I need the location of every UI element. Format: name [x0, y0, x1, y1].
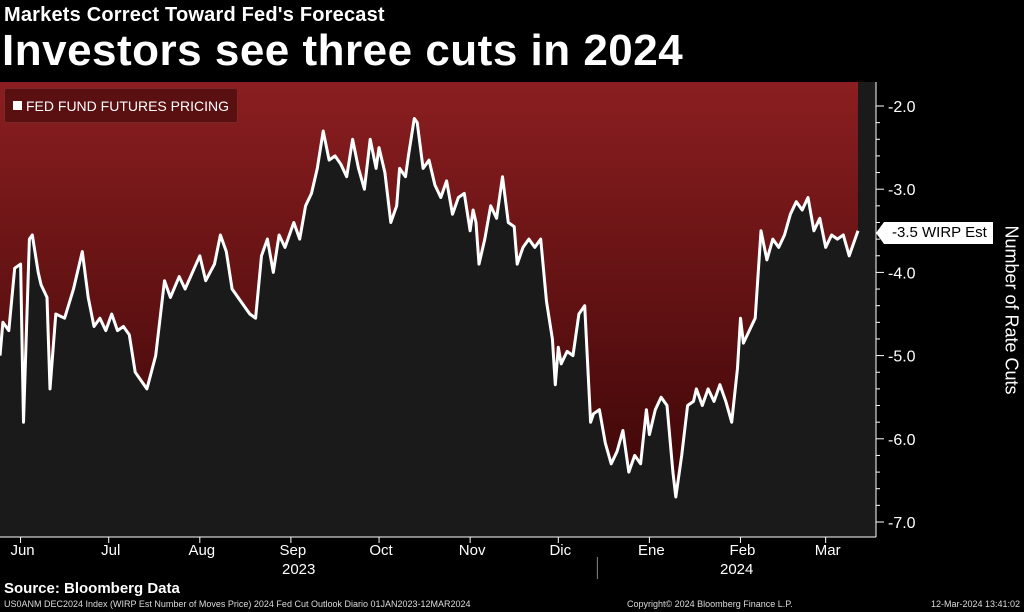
chart-title: Investors see three cuts in 2024	[2, 26, 684, 75]
x-tick-label: Feb	[730, 542, 756, 559]
source-note: Source: Bloomberg Data	[4, 580, 180, 597]
x-year-label: 2023	[282, 561, 315, 578]
last-value-label: -3.5 WIRP Est	[876, 222, 993, 244]
y-axis-title: Number of Rate Cuts	[1001, 225, 1022, 395]
x-tick-label: Oct	[369, 542, 393, 559]
x-year-label: 2024	[720, 561, 753, 578]
y-tick-label: -6.0	[888, 432, 916, 449]
legend: FED FUND FUTURES PRICING	[4, 88, 238, 123]
area-fill-above-line	[0, 82, 858, 497]
y-axis: -2.0 -3.0 -4.0 -5.0 -6.0 -7.0	[875, 82, 916, 537]
y-tick-label: -2.0	[888, 99, 916, 116]
footer-copyright: Copyright© 2024 Bloomberg Finance L.P.	[627, 599, 793, 609]
x-tick-label: Jun	[10, 542, 34, 559]
x-tick-label: Ene	[638, 542, 665, 559]
chart-subtitle: Markets Correct Toward Fed's Forecast	[4, 4, 385, 26]
x-tick-label: Aug	[188, 542, 215, 559]
x-tick-label: Sep	[280, 542, 307, 559]
footer-timestamp: 12-Mar-2024 13:41:02	[930, 599, 1020, 609]
legend-label: FED FUND FUTURES PRICING	[26, 97, 229, 114]
y-tick-label: -7.0	[888, 515, 916, 532]
x-axis: Jun Jul Aug Sep Oct Nov Dic Ene Feb Mar 2023 2024	[0, 536, 876, 579]
series-line-fed-fund-futures	[0, 117, 860, 499]
y-tick-label: -5.0	[888, 349, 916, 366]
y-tick-label: -4.0	[888, 265, 916, 282]
x-tick-label: Mar	[815, 542, 841, 559]
x-tick-label: Dic	[549, 542, 571, 559]
x-tick-label: Jul	[101, 542, 120, 559]
x-tick-label: Nov	[459, 542, 486, 559]
y-tick-label: -3.0	[888, 182, 916, 199]
footer-index-info: US0ANM DEC2024 Index (WIRP Est Number of…	[4, 599, 471, 609]
legend-swatch	[13, 101, 22, 110]
